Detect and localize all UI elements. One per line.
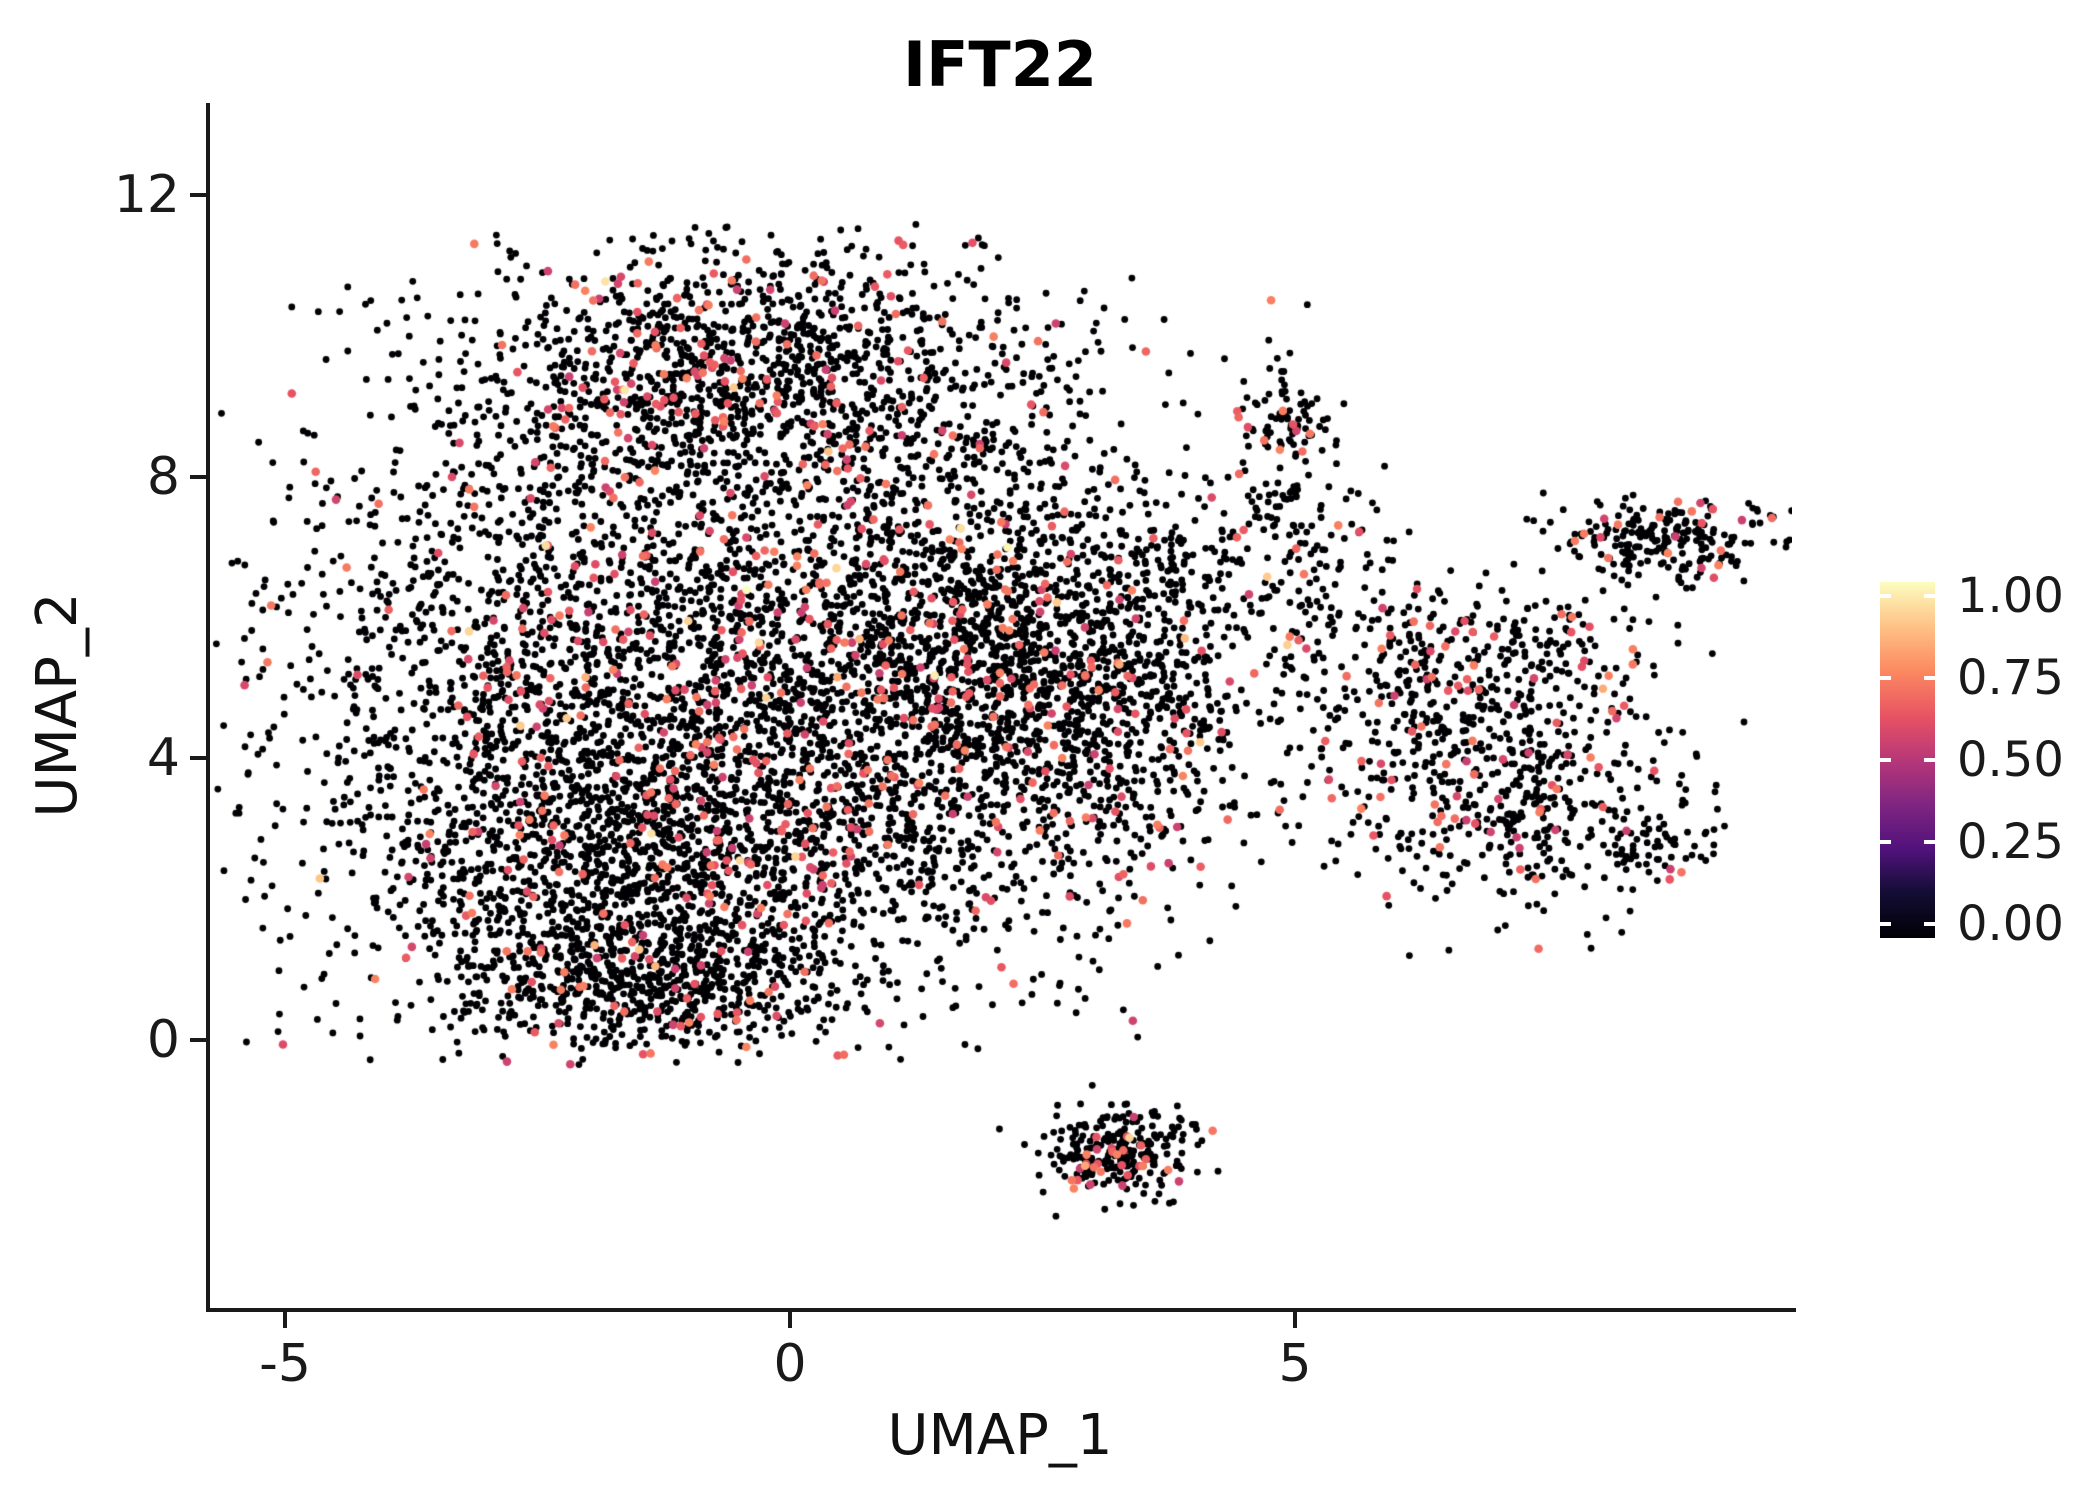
y-tick-mark: [190, 1038, 206, 1042]
x-axis-title: UMAP_1: [887, 1403, 1113, 1468]
x-tick-label: -5: [259, 1334, 311, 1394]
colorbar-tick: [1924, 922, 1935, 926]
x-tick-label: 5: [1278, 1334, 1312, 1394]
colorbar-label: 0.00: [1957, 896, 2064, 952]
y-tick-mark: [190, 193, 206, 197]
colorbar-tick: [1880, 922, 1891, 926]
colorbar-tick: [1924, 758, 1935, 762]
y-tick-mark: [190, 756, 206, 760]
y-tick-label: 8: [146, 447, 180, 507]
x-tick-label: 0: [773, 1334, 807, 1394]
x-axis-line: [206, 1308, 1796, 1312]
y-tick-label: 4: [146, 728, 180, 788]
colorbar-label: 0.75: [1957, 650, 2064, 706]
x-tick-mark: [788, 1312, 792, 1328]
colorbar-tick: [1924, 594, 1935, 598]
y-tick-label: 0: [146, 1010, 180, 1070]
colorbar: 1.00 0.75 0.50 0.25 0.00: [1880, 572, 2100, 948]
colorbar-label: 1.00: [1957, 568, 2064, 624]
colorbar-tick: [1924, 840, 1935, 844]
plot-title: IFT22: [903, 28, 1097, 101]
colorbar-tick: [1880, 594, 1891, 598]
y-axis-line: [206, 103, 210, 1308]
y-tick-mark: [190, 475, 206, 479]
x-tick-mark: [283, 1312, 287, 1328]
y-tick-label: 12: [113, 165, 180, 225]
colorbar-label: 0.50: [1957, 732, 2064, 788]
x-tick-mark: [1293, 1312, 1297, 1328]
y-axis-title: UMAP_2: [25, 592, 90, 818]
colorbar-tick: [1880, 676, 1891, 680]
colorbar-label: 0.25: [1957, 814, 2064, 870]
scatter-canvas: [212, 103, 1792, 1308]
colorbar-tick: [1924, 676, 1935, 680]
colorbar-tick: [1880, 758, 1891, 762]
colorbar-tick: [1880, 840, 1891, 844]
